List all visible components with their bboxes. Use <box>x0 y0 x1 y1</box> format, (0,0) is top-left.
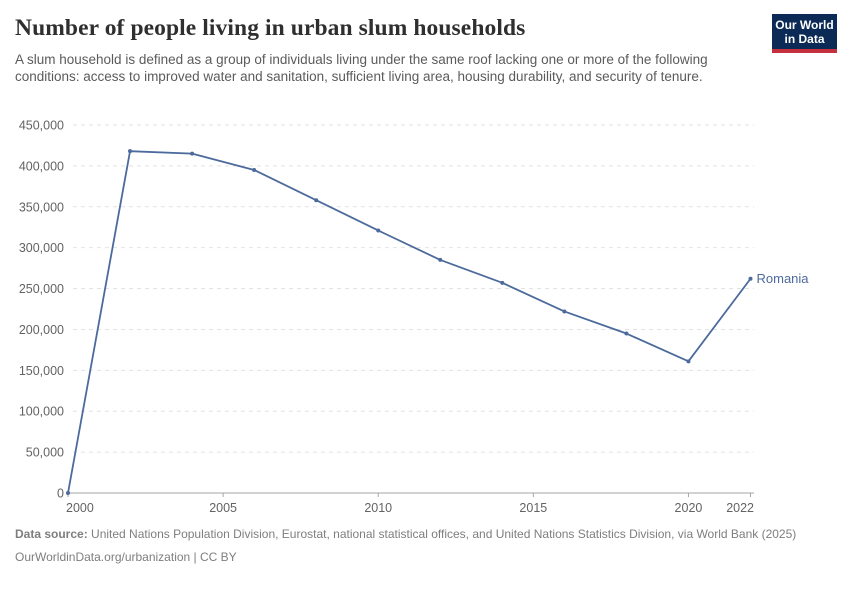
data-point[interactable] <box>624 331 629 336</box>
data-point[interactable] <box>190 151 195 156</box>
owid-logo-line1: Our World <box>775 18 834 32</box>
y-axis-tick-label: 300,000 <box>19 241 64 255</box>
y-axis-tick-label: 400,000 <box>19 159 64 173</box>
footer-link[interactable]: OurWorldinData.org/urbanization | CC BY <box>15 549 237 564</box>
chart-area: 0 50,000 100,000 150,000 200,000 250,000 300,0… <box>0 116 850 523</box>
data-point[interactable] <box>438 257 443 262</box>
x-axis-tick-label: 2000 <box>66 501 94 515</box>
owid-logo-line2: in Data <box>784 32 825 46</box>
x-axis-tick-label: 2010 <box>364 501 392 515</box>
chart-subtitle: A slum household is defined as a group o… <box>15 52 708 85</box>
data-source-text: United Nations Population Division, Euro… <box>87 527 797 541</box>
data-source-line: Data source: United Nations Population D… <box>15 527 837 543</box>
y-axis-tick-label: 200,000 <box>19 323 64 337</box>
x-axis-tick-label: 2015 <box>519 501 547 515</box>
data-point[interactable] <box>252 167 257 172</box>
data-point[interactable] <box>748 276 753 281</box>
y-axis-tick-label: 0 <box>57 487 64 501</box>
line-chart: 0 50,000 100,000 150,000 200,000 250,000 300,0… <box>19 119 810 516</box>
data-point[interactable] <box>500 280 505 285</box>
chart-footer: Data source: United Nations Population D… <box>15 527 837 566</box>
data-point[interactable] <box>562 309 567 314</box>
data-point[interactable] <box>128 149 133 154</box>
y-axis-tick-label: 150,000 <box>19 364 64 378</box>
entity-label[interactable]: Romania <box>757 271 810 286</box>
y-axis-tick-label: 250,000 <box>19 282 64 296</box>
data-point[interactable] <box>686 359 691 364</box>
chart-header: Number of people living in urban slum ho… <box>0 0 850 86</box>
y-axis-tick-label: 50,000 <box>26 446 64 460</box>
y-axis-tick-label: 350,000 <box>19 200 64 214</box>
y-axis-tick-label: 100,000 <box>19 405 64 419</box>
x-axis-tick-label: 2020 <box>675 501 703 515</box>
data-source-label: Data source: <box>15 527 88 541</box>
data-point[interactable] <box>314 198 319 203</box>
x-axis-tick-label: 2005 <box>209 501 237 515</box>
data-point[interactable] <box>66 491 70 495</box>
x-axis-tick-label: 2022 <box>726 501 754 515</box>
page-title: Number of people living in urban slum ho… <box>15 15 526 41</box>
data-point[interactable] <box>376 228 381 233</box>
owid-logo[interactable]: Our World in Data <box>772 14 837 53</box>
series-line[interactable] <box>67 150 752 494</box>
y-axis-tick-label: 450,000 <box>19 119 64 133</box>
